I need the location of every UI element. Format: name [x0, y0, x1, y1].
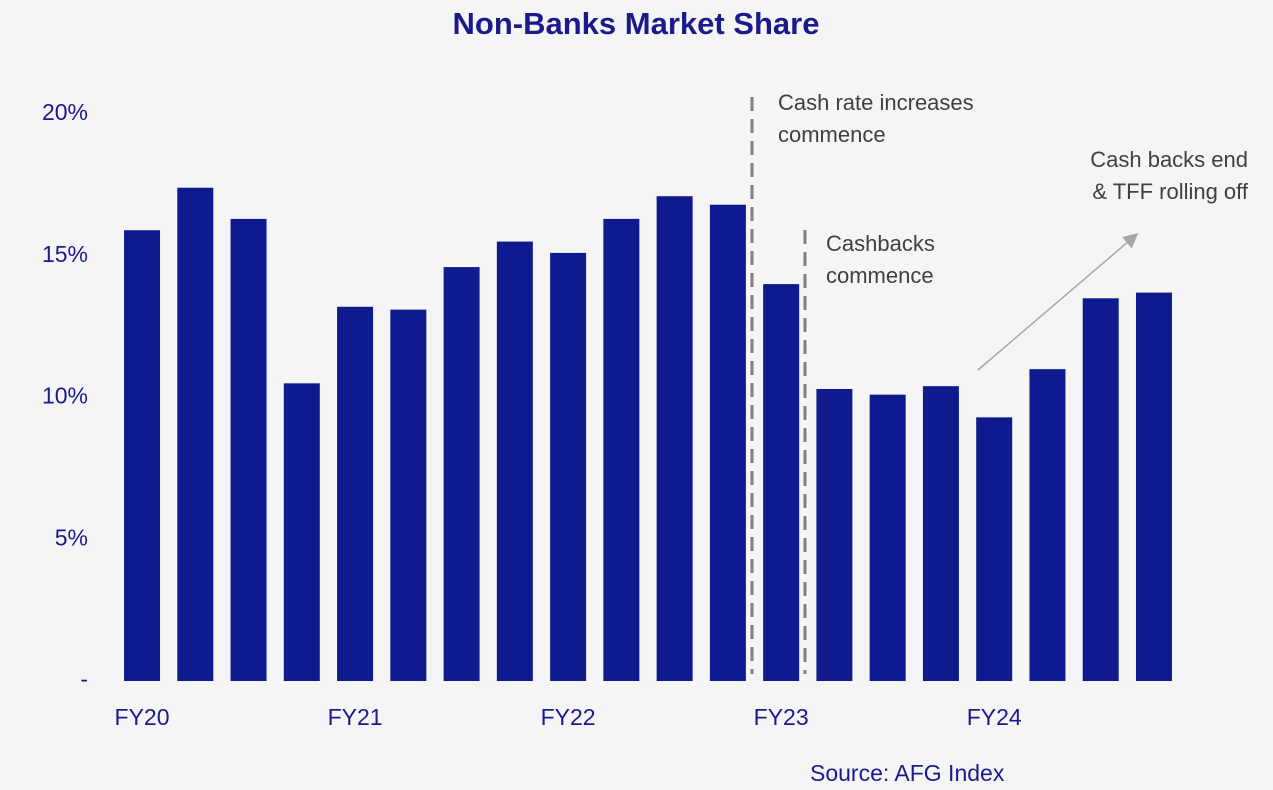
- annotation: Cash rate increases: [778, 90, 974, 115]
- bar: [283, 383, 320, 681]
- y-tick-label: 20%: [42, 99, 88, 125]
- bar: [443, 267, 480, 681]
- bar: [230, 218, 267, 681]
- x-tick-label: FY22: [541, 704, 596, 730]
- source: Source: AFG Index: [810, 760, 1005, 786]
- annotation: commence: [778, 122, 886, 147]
- bar: [816, 388, 853, 681]
- x-tick-label: FY24: [967, 704, 1022, 730]
- annotation: Cash backs end: [1090, 147, 1248, 172]
- y-tick-label: 10%: [42, 383, 88, 409]
- bar: [922, 386, 959, 681]
- x-tick-label: FY20: [115, 704, 170, 730]
- annotation-arrow: [977, 233, 1139, 371]
- bar: [656, 196, 693, 681]
- bar: [124, 230, 161, 682]
- bar: [603, 218, 640, 681]
- bar: [1029, 369, 1066, 681]
- bar: [763, 284, 800, 681]
- bar: [390, 309, 427, 681]
- bar: [869, 394, 906, 681]
- annotation: Cashbacks: [826, 231, 935, 256]
- bar: [337, 306, 374, 681]
- bar: [1135, 292, 1172, 681]
- bar: [550, 252, 587, 682]
- annotation: commence: [826, 263, 934, 288]
- bar: [177, 187, 214, 681]
- y-tick-label: 5%: [55, 524, 88, 550]
- bar: [709, 204, 746, 681]
- y-tick-label: -: [80, 666, 88, 692]
- annotation: & TFF rolling off: [1092, 179, 1249, 204]
- bar: [976, 417, 1013, 681]
- x-tick-label: FY23: [754, 704, 809, 730]
- y-tick-label: 15%: [42, 241, 88, 267]
- bar: [1082, 298, 1119, 681]
- chart-title: Non-Banks Market Share: [453, 6, 820, 41]
- bar: [496, 241, 533, 681]
- x-tick-label: FY21: [328, 704, 383, 730]
